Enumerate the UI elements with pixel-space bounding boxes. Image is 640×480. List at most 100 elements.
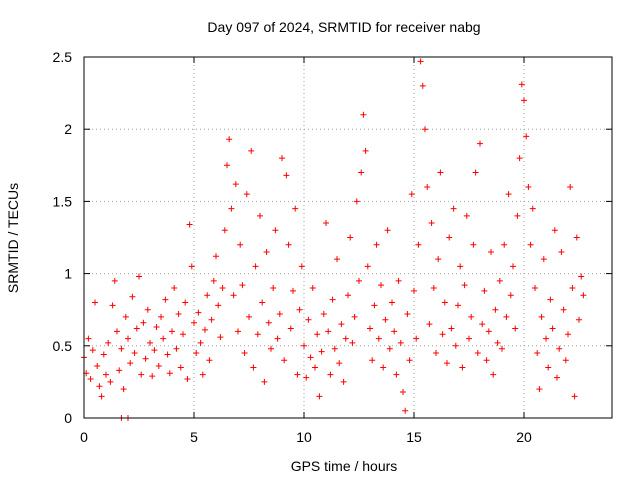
data-point xyxy=(415,241,422,248)
x-tick-label: 0 xyxy=(80,429,88,445)
data-point xyxy=(94,363,101,370)
data-point xyxy=(510,263,516,270)
data-point xyxy=(461,282,468,289)
data-point xyxy=(151,347,158,354)
x-tick-label: 5 xyxy=(190,429,198,445)
data-point xyxy=(294,371,301,378)
y-tick-label: 2.5 xyxy=(53,49,73,65)
data-point xyxy=(404,311,411,318)
data-point xyxy=(118,345,125,352)
data-point xyxy=(437,169,444,176)
data-point xyxy=(426,321,433,328)
data-point xyxy=(569,285,576,292)
data-point xyxy=(92,299,98,306)
data-point xyxy=(411,287,417,294)
data-point xyxy=(488,248,494,255)
data-point xyxy=(226,136,233,143)
data-point xyxy=(186,221,193,228)
data-point xyxy=(373,241,380,248)
data-point xyxy=(470,241,477,248)
data-point xyxy=(525,183,532,190)
data-point xyxy=(369,357,376,364)
data-point xyxy=(578,273,585,280)
data-point xyxy=(314,331,321,338)
data-point xyxy=(166,370,173,377)
data-point xyxy=(474,350,481,357)
data-point xyxy=(452,342,459,349)
data-point xyxy=(351,313,358,320)
data-point xyxy=(356,277,362,284)
data-point xyxy=(296,306,303,313)
data-point xyxy=(485,328,492,335)
data-point xyxy=(276,311,283,318)
data-point xyxy=(188,263,195,270)
data-point xyxy=(413,335,420,342)
data-point xyxy=(257,212,263,219)
data-point xyxy=(483,357,490,364)
data-point xyxy=(323,220,329,227)
data-point xyxy=(208,316,215,323)
data-point xyxy=(551,227,558,234)
data-point xyxy=(204,292,211,299)
data-point xyxy=(325,328,332,335)
data-point xyxy=(285,241,292,248)
data-point xyxy=(169,328,175,335)
data-point xyxy=(107,378,114,385)
data-point xyxy=(547,296,554,303)
data-point xyxy=(96,383,103,390)
data-point xyxy=(210,277,217,284)
data-point xyxy=(549,325,556,332)
data-point xyxy=(232,181,239,188)
data-point xyxy=(206,357,213,364)
data-point xyxy=(268,345,274,352)
grid-layer xyxy=(84,57,612,418)
data-point xyxy=(468,313,475,320)
data-point xyxy=(492,306,499,313)
data-point xyxy=(164,351,171,358)
data-point xyxy=(378,282,384,289)
data-point xyxy=(364,263,371,270)
data-point xyxy=(142,355,149,362)
data-point xyxy=(419,82,426,89)
data-point xyxy=(529,205,536,212)
data-point xyxy=(540,256,547,263)
data-point xyxy=(448,325,455,332)
data-point xyxy=(272,227,279,234)
data-point xyxy=(250,364,257,371)
data-point xyxy=(444,360,450,367)
data-point xyxy=(98,393,105,400)
data-point xyxy=(213,253,219,260)
data-point xyxy=(140,319,147,326)
data-point xyxy=(562,357,569,364)
data-point xyxy=(463,212,470,219)
data-point xyxy=(327,371,334,378)
data-point xyxy=(386,345,393,352)
y-tick-label: 2 xyxy=(64,121,72,137)
data-point xyxy=(261,378,268,385)
data-point xyxy=(422,126,428,133)
data-point xyxy=(320,311,327,318)
data-point xyxy=(312,364,318,371)
y-tick-label: 1.5 xyxy=(53,193,73,209)
data-point xyxy=(307,354,314,361)
data-point xyxy=(523,133,530,140)
y-axis-ticks: 0 0.5 1 1.5 2 2.5 xyxy=(53,49,612,426)
data-point xyxy=(538,313,545,320)
data-point xyxy=(133,325,140,332)
data-point xyxy=(507,292,514,299)
data-point xyxy=(331,345,338,352)
data-point xyxy=(527,241,534,248)
data-point xyxy=(408,191,415,198)
data-point xyxy=(215,302,222,309)
data-point xyxy=(153,324,160,331)
data-point xyxy=(301,342,307,349)
plot-frame xyxy=(83,56,613,419)
data-point xyxy=(455,302,461,309)
data-point xyxy=(545,364,552,371)
data-point xyxy=(239,282,246,289)
data-point xyxy=(259,299,266,306)
data-point xyxy=(490,371,497,378)
data-point xyxy=(279,155,285,162)
data-point xyxy=(125,335,131,342)
